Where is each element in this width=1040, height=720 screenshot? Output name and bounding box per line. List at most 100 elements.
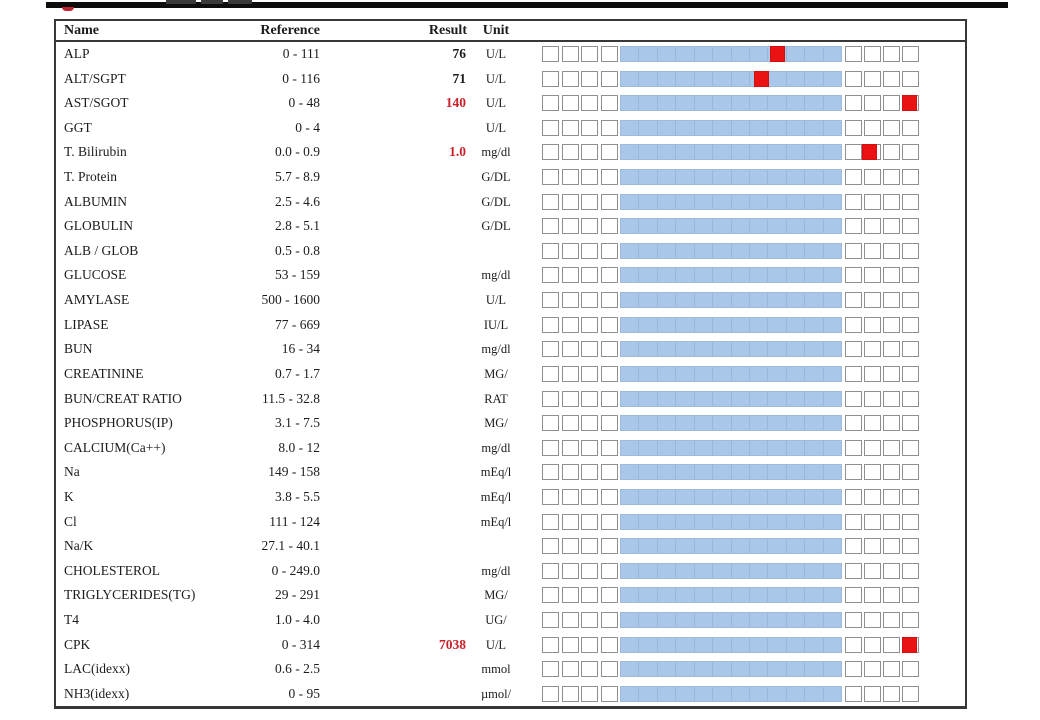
below-range-zone bbox=[542, 439, 618, 456]
range-cell bbox=[658, 539, 677, 554]
range-cell bbox=[768, 243, 787, 258]
range-cell bbox=[883, 292, 900, 309]
below-range-zone bbox=[542, 316, 618, 333]
range-cell bbox=[600, 685, 618, 702]
range-cell bbox=[750, 170, 769, 185]
range-cell bbox=[542, 612, 560, 629]
range-cell bbox=[581, 587, 599, 604]
range-cell bbox=[787, 391, 806, 406]
range-cell bbox=[864, 169, 881, 186]
range-cell bbox=[805, 145, 824, 160]
range-cell bbox=[883, 218, 900, 235]
range-cell bbox=[600, 661, 618, 678]
above-range-zone bbox=[845, 636, 919, 653]
analyte-name: BUN/CREAT RATIO bbox=[64, 390, 182, 406]
range-cell bbox=[845, 316, 862, 333]
below-range-zone bbox=[542, 144, 618, 161]
range-cell bbox=[845, 488, 862, 505]
below-range-zone bbox=[542, 292, 618, 309]
range-cell bbox=[581, 439, 599, 456]
range-cell bbox=[695, 243, 714, 258]
range-cell bbox=[845, 144, 862, 161]
range-cell bbox=[768, 514, 787, 529]
range-cell bbox=[676, 514, 695, 529]
range-cell bbox=[845, 636, 862, 653]
range-cell bbox=[581, 488, 599, 505]
range-cell bbox=[542, 242, 560, 259]
above-range-zone bbox=[845, 415, 919, 432]
analyte-name: LAC(idexx) bbox=[64, 661, 130, 677]
analyte-name: CPK bbox=[64, 636, 91, 652]
range-cell bbox=[824, 47, 841, 61]
range-cell bbox=[902, 267, 919, 284]
range-cell bbox=[621, 243, 640, 258]
above-range-zone bbox=[845, 46, 919, 62]
range-cell bbox=[621, 71, 640, 86]
range-cell bbox=[561, 562, 579, 579]
analyte-name: GGT bbox=[64, 119, 92, 135]
normal-range-band bbox=[620, 267, 842, 284]
analyte-name: AST/SGOT bbox=[64, 95, 129, 111]
analyte-name: CALCIUM(Ca++) bbox=[64, 439, 166, 455]
table-row: Na 149 - 158 mEq/l bbox=[56, 460, 965, 485]
range-cell bbox=[639, 243, 658, 258]
range-cell bbox=[750, 391, 769, 406]
range-cell bbox=[542, 292, 560, 309]
range-cell bbox=[768, 539, 787, 554]
unit-label: G/DL bbox=[481, 219, 511, 234]
range-cell bbox=[732, 317, 750, 332]
range-cell bbox=[600, 612, 618, 629]
range-cell bbox=[561, 267, 579, 284]
range-cell bbox=[639, 145, 658, 160]
range-cell bbox=[658, 391, 677, 406]
range-cell bbox=[864, 661, 881, 678]
range-cell bbox=[750, 342, 769, 357]
range-cell bbox=[768, 391, 787, 406]
range-cell bbox=[883, 193, 900, 210]
range-cell bbox=[864, 46, 881, 62]
table-row: T. Protein 5.7 - 8.9 G/DL bbox=[56, 165, 965, 190]
range-cell bbox=[902, 488, 919, 505]
range-cell bbox=[695, 194, 714, 209]
range-cell bbox=[883, 390, 900, 407]
range-cell bbox=[824, 613, 841, 627]
range-cell bbox=[600, 242, 618, 259]
range-cell bbox=[902, 316, 919, 333]
table-row: LAC(idexx) 0.6 - 2.5 mmol bbox=[56, 657, 965, 682]
reference-range: 111 - 124 bbox=[269, 513, 320, 529]
range-strip bbox=[542, 341, 919, 358]
below-range-zone bbox=[542, 119, 618, 136]
range-cell bbox=[658, 219, 677, 234]
range-cell bbox=[581, 636, 599, 653]
range-cell bbox=[561, 661, 579, 678]
range-cell bbox=[658, 145, 677, 160]
range-cell bbox=[805, 366, 824, 381]
range-cell bbox=[621, 194, 640, 209]
range-cell bbox=[787, 662, 806, 677]
range-cell bbox=[750, 440, 769, 455]
range-strip bbox=[542, 562, 919, 579]
range-cell bbox=[713, 686, 732, 701]
range-cell bbox=[824, 244, 841, 258]
range-cell bbox=[639, 588, 658, 603]
range-cell bbox=[676, 120, 695, 135]
range-cell bbox=[639, 342, 658, 357]
range-cell bbox=[581, 193, 599, 210]
range-cell bbox=[561, 488, 579, 505]
unit-label: mg/dl bbox=[481, 440, 511, 455]
range-cell bbox=[713, 219, 732, 234]
table-row: BUN 16 - 34 mg/dl bbox=[56, 337, 965, 362]
range-cell bbox=[787, 317, 806, 332]
range-cell bbox=[658, 465, 677, 480]
above-range-zone bbox=[845, 70, 919, 87]
range-cell bbox=[561, 341, 579, 358]
range-cell bbox=[824, 687, 841, 701]
range-cell bbox=[824, 465, 841, 479]
range-cell bbox=[787, 637, 806, 652]
reference-range: 0.6 - 2.5 bbox=[275, 661, 320, 677]
range-cell bbox=[902, 169, 919, 186]
reference-range: 3.8 - 5.5 bbox=[275, 488, 320, 504]
above-range-zone bbox=[845, 341, 919, 358]
range-cell bbox=[581, 365, 599, 382]
range-cell bbox=[581, 562, 599, 579]
